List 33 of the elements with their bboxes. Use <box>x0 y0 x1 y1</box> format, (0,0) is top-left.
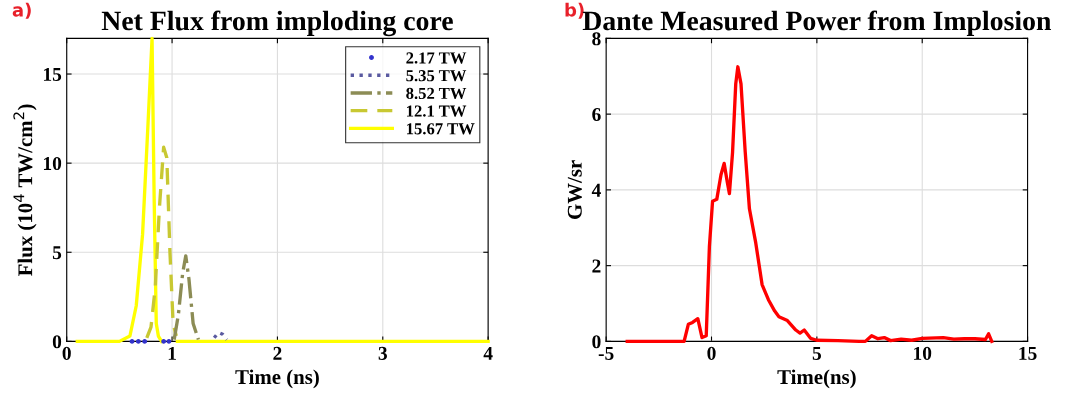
legend-label: 15.67 TW <box>406 123 475 135</box>
x-tick-label: 4 <box>483 346 493 360</box>
x-tick-label: 15 <box>1019 346 1037 360</box>
y-axis-title: Flux (10$^{4}$ TW/cm$^{2}$) <box>13 104 37 276</box>
legend-label: 5.35 TW <box>406 70 467 82</box>
y-tick-label: 2 <box>592 259 601 273</box>
line-series <box>172 254 201 342</box>
x-tick-label: 3 <box>378 346 387 360</box>
line-series <box>212 330 229 342</box>
y-tick-label: 6 <box>592 108 601 122</box>
x-axis-title: Time(ns) <box>777 369 856 389</box>
y-tick-label: 10 <box>43 156 62 171</box>
x-tick-label: 0 <box>707 346 716 360</box>
y-tick-label: 4 <box>591 183 601 197</box>
text: a) <box>12 2 31 19</box>
y-tick-label: 0 <box>592 335 601 349</box>
y-tick-label: 0 <box>52 335 62 349</box>
y-tick-label: 15 <box>43 67 62 81</box>
legend-label: 8.52 TW <box>406 87 467 100</box>
x-tick-label: 5 <box>812 347 822 360</box>
line-series <box>625 65 994 344</box>
x-tick-label: 2 <box>273 346 282 360</box>
chart-title: Net Flux from imploding core <box>101 10 453 37</box>
x-tick-label: 10 <box>914 346 932 360</box>
x-tick-label: 0 <box>62 346 71 360</box>
x-tick-label: -5 <box>598 347 614 360</box>
legend-label: 12.1 TW <box>406 105 467 117</box>
legend-label: 2.17 TW <box>406 52 467 64</box>
x-tick-label: 1 <box>168 346 176 360</box>
text: b) <box>565 2 584 19</box>
y-axis-title: GW/sr <box>567 160 582 219</box>
x-axis-title: Time (ns) <box>235 369 319 389</box>
y-tick-label: 5 <box>52 246 62 260</box>
